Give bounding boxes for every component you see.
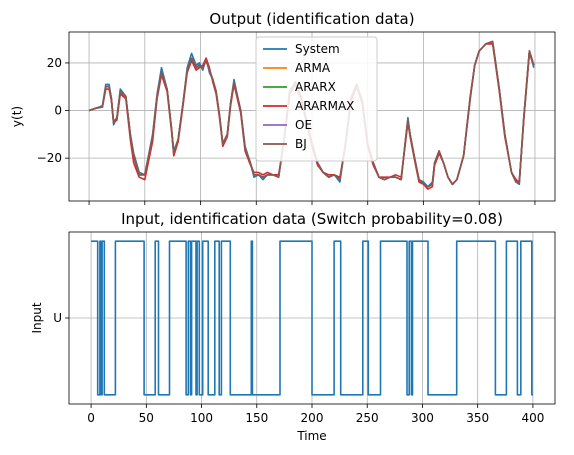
input-y-axis-label: Input — [30, 302, 44, 333]
x-tick-label: 50 — [139, 411, 154, 425]
output-y-axis-label: y(t) — [10, 106, 24, 127]
output-chart-title: Output (identification data) — [209, 10, 414, 28]
y-tick-label: 20 — [47, 56, 62, 70]
input-ticks: 0 50 100 150 200 250 300 350 400 U — [53, 311, 544, 425]
input-chart-title: Input, identification data (Switch proba… — [121, 210, 503, 228]
input-panel: 0 50 100 150 200 250 300 350 400 U Input, identif… — [30, 210, 556, 443]
y-tick-label: −20 — [37, 151, 62, 165]
y-tick-label: U — [53, 311, 62, 325]
x-tick-label: 150 — [245, 411, 268, 425]
legend-entry-ararx: ARARX — [295, 80, 336, 94]
input-series — [91, 240, 533, 396]
x-tick-label: 350 — [466, 411, 489, 425]
x-tick-label: 100 — [190, 411, 213, 425]
legend-entry-oe: OE — [295, 118, 312, 132]
input-x-axis-label: Time — [296, 429, 326, 443]
output-ticks: 20 0 −20 — [37, 56, 536, 205]
x-tick-label: 0 — [87, 411, 95, 425]
input-grid — [69, 232, 555, 404]
x-tick-label: 300 — [411, 411, 434, 425]
legend-entry-ararmax: ARARMAX — [295, 99, 354, 113]
legend: System ARMA ARARX ARARMAX OE BJ — [255, 36, 378, 162]
x-tick-label: 250 — [356, 411, 379, 425]
legend-entry-system: System — [295, 42, 340, 56]
legend-entry-arma: ARMA — [295, 61, 331, 75]
y-tick-label: 0 — [54, 104, 62, 118]
input-series-line — [91, 240, 533, 396]
x-tick-label: 400 — [521, 411, 544, 425]
legend-entry-bj: BJ — [295, 137, 307, 151]
output-panel: 20 0 −20 Output (identification data) y(t)… — [10, 10, 556, 205]
x-tick-label: 200 — [301, 411, 324, 425]
